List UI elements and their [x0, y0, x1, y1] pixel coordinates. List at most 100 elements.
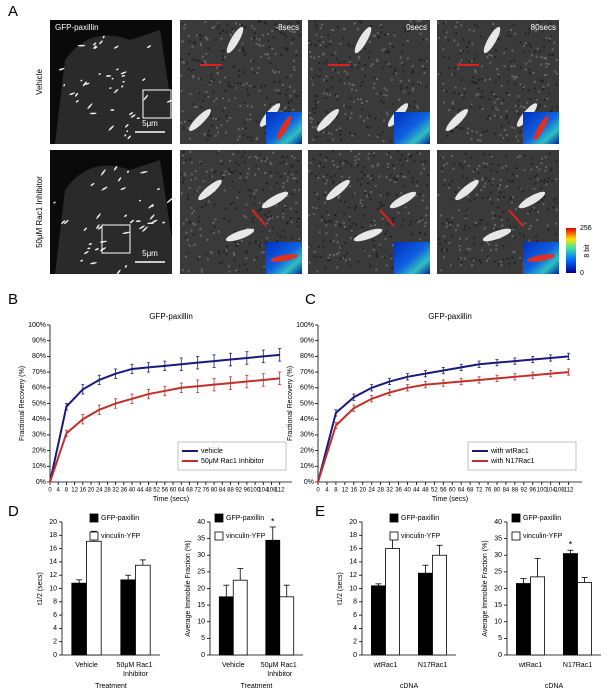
texture	[215, 151, 218, 154]
texture	[260, 55, 263, 58]
texture	[312, 158, 315, 161]
texture	[350, 164, 353, 167]
adhesion	[353, 228, 383, 242]
roi-box	[101, 224, 131, 254]
texture	[229, 116, 232, 119]
y-tick-label: 10%	[32, 463, 46, 470]
texture	[312, 255, 315, 258]
texture	[413, 23, 416, 26]
texture	[199, 234, 202, 237]
texture	[378, 36, 381, 39]
texture	[419, 32, 422, 35]
texture	[213, 225, 216, 228]
texture	[376, 92, 379, 95]
adhesion	[130, 114, 136, 118]
legend-swatch	[214, 513, 224, 523]
texture	[360, 21, 363, 24]
texture	[373, 219, 376, 222]
texture	[209, 175, 212, 178]
texture	[310, 42, 313, 45]
texture	[364, 47, 367, 50]
texture	[423, 167, 426, 170]
texture	[496, 171, 499, 174]
texture	[219, 32, 222, 35]
texture	[324, 221, 327, 224]
x-tick-label: 36	[120, 488, 127, 494]
texture	[419, 58, 422, 61]
y-tick-label: 0	[53, 652, 57, 659]
texture	[271, 47, 274, 50]
significance-mark: *	[569, 540, 573, 550]
texture	[452, 167, 455, 170]
texture	[329, 43, 332, 46]
bar	[232, 579, 248, 656]
texture	[381, 255, 384, 258]
texture	[239, 82, 242, 85]
texture	[226, 119, 229, 122]
texture	[275, 70, 278, 73]
texture	[463, 87, 466, 90]
texture	[534, 30, 537, 33]
texture	[225, 115, 228, 118]
texture	[280, 53, 283, 56]
texture	[424, 221, 427, 224]
texture	[255, 37, 258, 40]
texture	[210, 77, 213, 80]
texture	[358, 20, 361, 23]
texture	[201, 55, 204, 58]
texture	[273, 71, 276, 74]
texture	[379, 201, 382, 204]
texture	[542, 45, 545, 48]
texture	[189, 158, 192, 161]
texture	[392, 164, 395, 167]
x-tick-label: 44	[413, 488, 420, 494]
texture	[384, 33, 387, 36]
texture	[319, 43, 322, 46]
texture	[335, 116, 338, 119]
texture	[507, 121, 510, 124]
texture	[385, 176, 388, 179]
texture	[225, 249, 228, 252]
texture	[281, 155, 284, 158]
texture	[517, 104, 520, 107]
texture	[214, 38, 217, 41]
texture	[555, 83, 558, 86]
texture	[260, 251, 263, 254]
texture	[547, 83, 550, 86]
texture	[267, 218, 270, 221]
x-tick-label: 108	[555, 488, 566, 494]
texture	[396, 150, 399, 153]
texture	[442, 21, 445, 24]
texture	[233, 259, 236, 262]
texture	[510, 126, 513, 129]
texture	[348, 215, 351, 218]
texture	[486, 241, 489, 244]
x-tick-label: 72	[476, 488, 483, 494]
x-tick-label: 8	[334, 488, 338, 494]
texture	[344, 112, 347, 115]
y-tick-label: 70%	[300, 369, 314, 376]
texture	[280, 31, 283, 34]
texture	[225, 245, 228, 248]
texture	[465, 251, 468, 254]
texture	[417, 82, 420, 85]
texture	[513, 65, 516, 68]
x-tick-label: 4	[325, 488, 329, 494]
texture	[246, 136, 249, 139]
texture	[350, 65, 353, 68]
y-tick-label: 12	[49, 572, 57, 579]
texture	[202, 180, 205, 183]
texture	[473, 197, 476, 200]
texture	[390, 257, 393, 260]
texture	[255, 120, 258, 123]
texture	[313, 95, 316, 98]
texture	[423, 59, 426, 62]
texture	[488, 78, 491, 81]
texture	[440, 248, 443, 251]
texture	[242, 47, 245, 50]
texture	[311, 126, 314, 129]
texture	[393, 67, 396, 70]
texture	[497, 75, 500, 78]
texture	[536, 174, 539, 177]
texture	[406, 40, 409, 43]
